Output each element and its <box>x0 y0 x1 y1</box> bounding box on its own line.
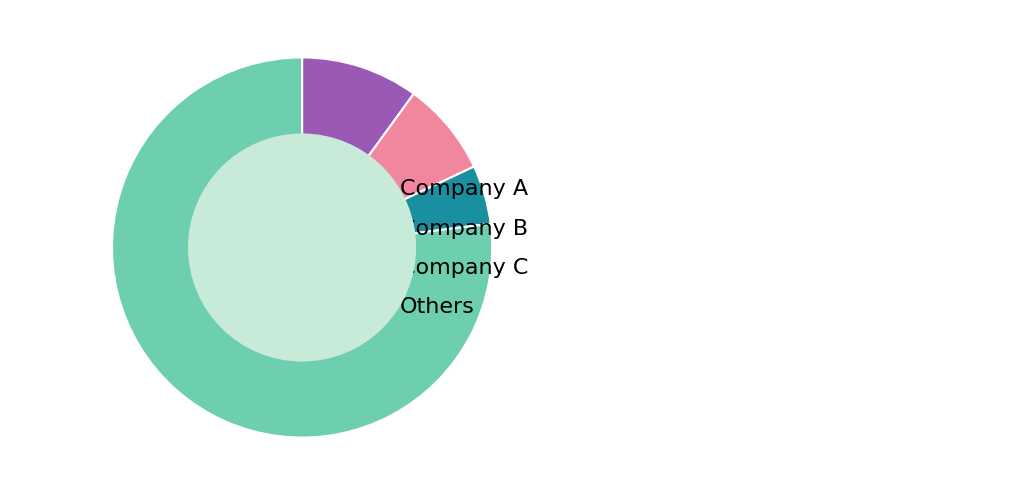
Wedge shape <box>302 167 490 248</box>
Wedge shape <box>112 57 493 438</box>
Circle shape <box>188 134 416 361</box>
Legend: Company A, Company B, Company C, Others: Company A, Company B, Company C, Others <box>351 169 538 326</box>
Wedge shape <box>302 94 474 248</box>
Wedge shape <box>302 57 414 248</box>
